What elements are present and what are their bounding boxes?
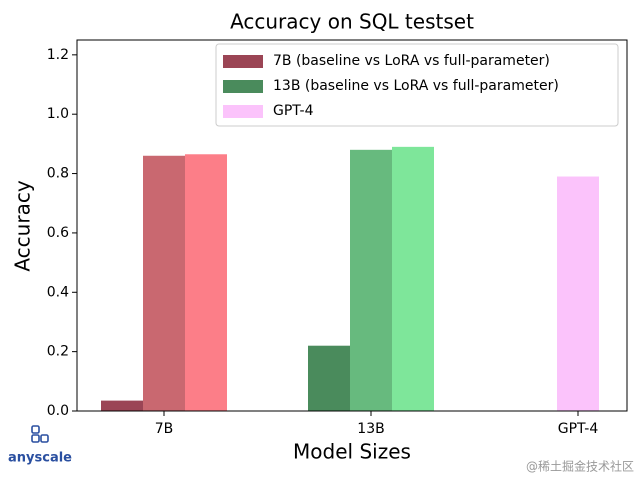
y-tick-label: 0.2 [47, 344, 69, 360]
y-tick-label: 0.8 [47, 166, 69, 182]
y-tick-label: 1.2 [47, 47, 69, 63]
legend-label: 7B (baseline vs LoRA vs full-parameter) [273, 53, 550, 69]
legend-label: GPT-4 [273, 103, 314, 119]
anyscale-logo [31, 425, 49, 443]
plot-frame [76, 39, 628, 412]
legend-label: 13B (baseline vs LoRA vs full-parameter) [273, 78, 559, 94]
x-axis-label: Model Sizes [293, 440, 411, 464]
y-tick-label: 0.4 [47, 284, 69, 300]
y-tick-label: 0.6 [47, 225, 69, 241]
bar [392, 146, 434, 411]
watermark-logo-text: anyscale [8, 451, 72, 466]
chart-title: Accuracy on SQL testset [230, 10, 474, 34]
x-tick-label: 13B [357, 421, 384, 437]
bar [308, 345, 350, 411]
watermark: @稀土掘金技术社区 [526, 459, 634, 474]
x-tick-label: GPT-4 [558, 421, 599, 437]
y-axis-label: Accuracy [11, 180, 35, 271]
bar [557, 176, 599, 411]
legend-swatch [223, 80, 263, 93]
bar [101, 400, 143, 411]
legend-box [215, 43, 619, 127]
legend-swatch [223, 105, 263, 118]
x-tick-label: 7B [155, 421, 174, 437]
y-tick-label: 0.0 [47, 403, 69, 419]
y-tick-label: 1.0 [47, 106, 69, 122]
legend-swatch [223, 55, 263, 68]
bar [350, 149, 392, 412]
bar [185, 154, 227, 411]
bar [143, 155, 185, 411]
